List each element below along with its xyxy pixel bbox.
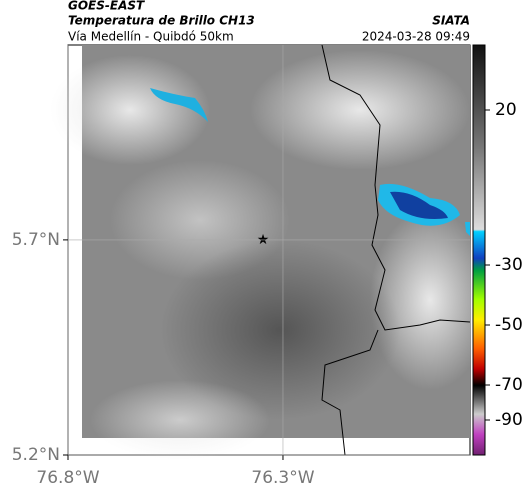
- cb-label: -30: [495, 255, 523, 275]
- satellite: GOES-EAST: [68, 0, 145, 13]
- cb-label: -70: [495, 375, 523, 395]
- cb-label: 20: [495, 100, 517, 120]
- y-tick-label: 5.2°N: [12, 445, 60, 465]
- cb-label: -50: [495, 315, 523, 335]
- colorbar-ticks: 20 -30 -50 -70 -90: [485, 100, 523, 430]
- product: Temperatura de Brillo CH13: [68, 14, 255, 28]
- timestamp: 2024-03-28 09:49: [362, 30, 470, 44]
- y-tick-label: 5.7°N: [12, 230, 60, 250]
- x-tick-label: 76.8°W: [36, 468, 99, 488]
- x-tick-label: 76.3°W: [251, 468, 314, 488]
- satellite-image: [50, 44, 490, 460]
- source: SIATA: [432, 14, 470, 28]
- route: Vía Medellín - Quibdó 50km: [68, 30, 234, 44]
- colorbar: [472, 44, 486, 456]
- cb-label: -90: [495, 410, 523, 430]
